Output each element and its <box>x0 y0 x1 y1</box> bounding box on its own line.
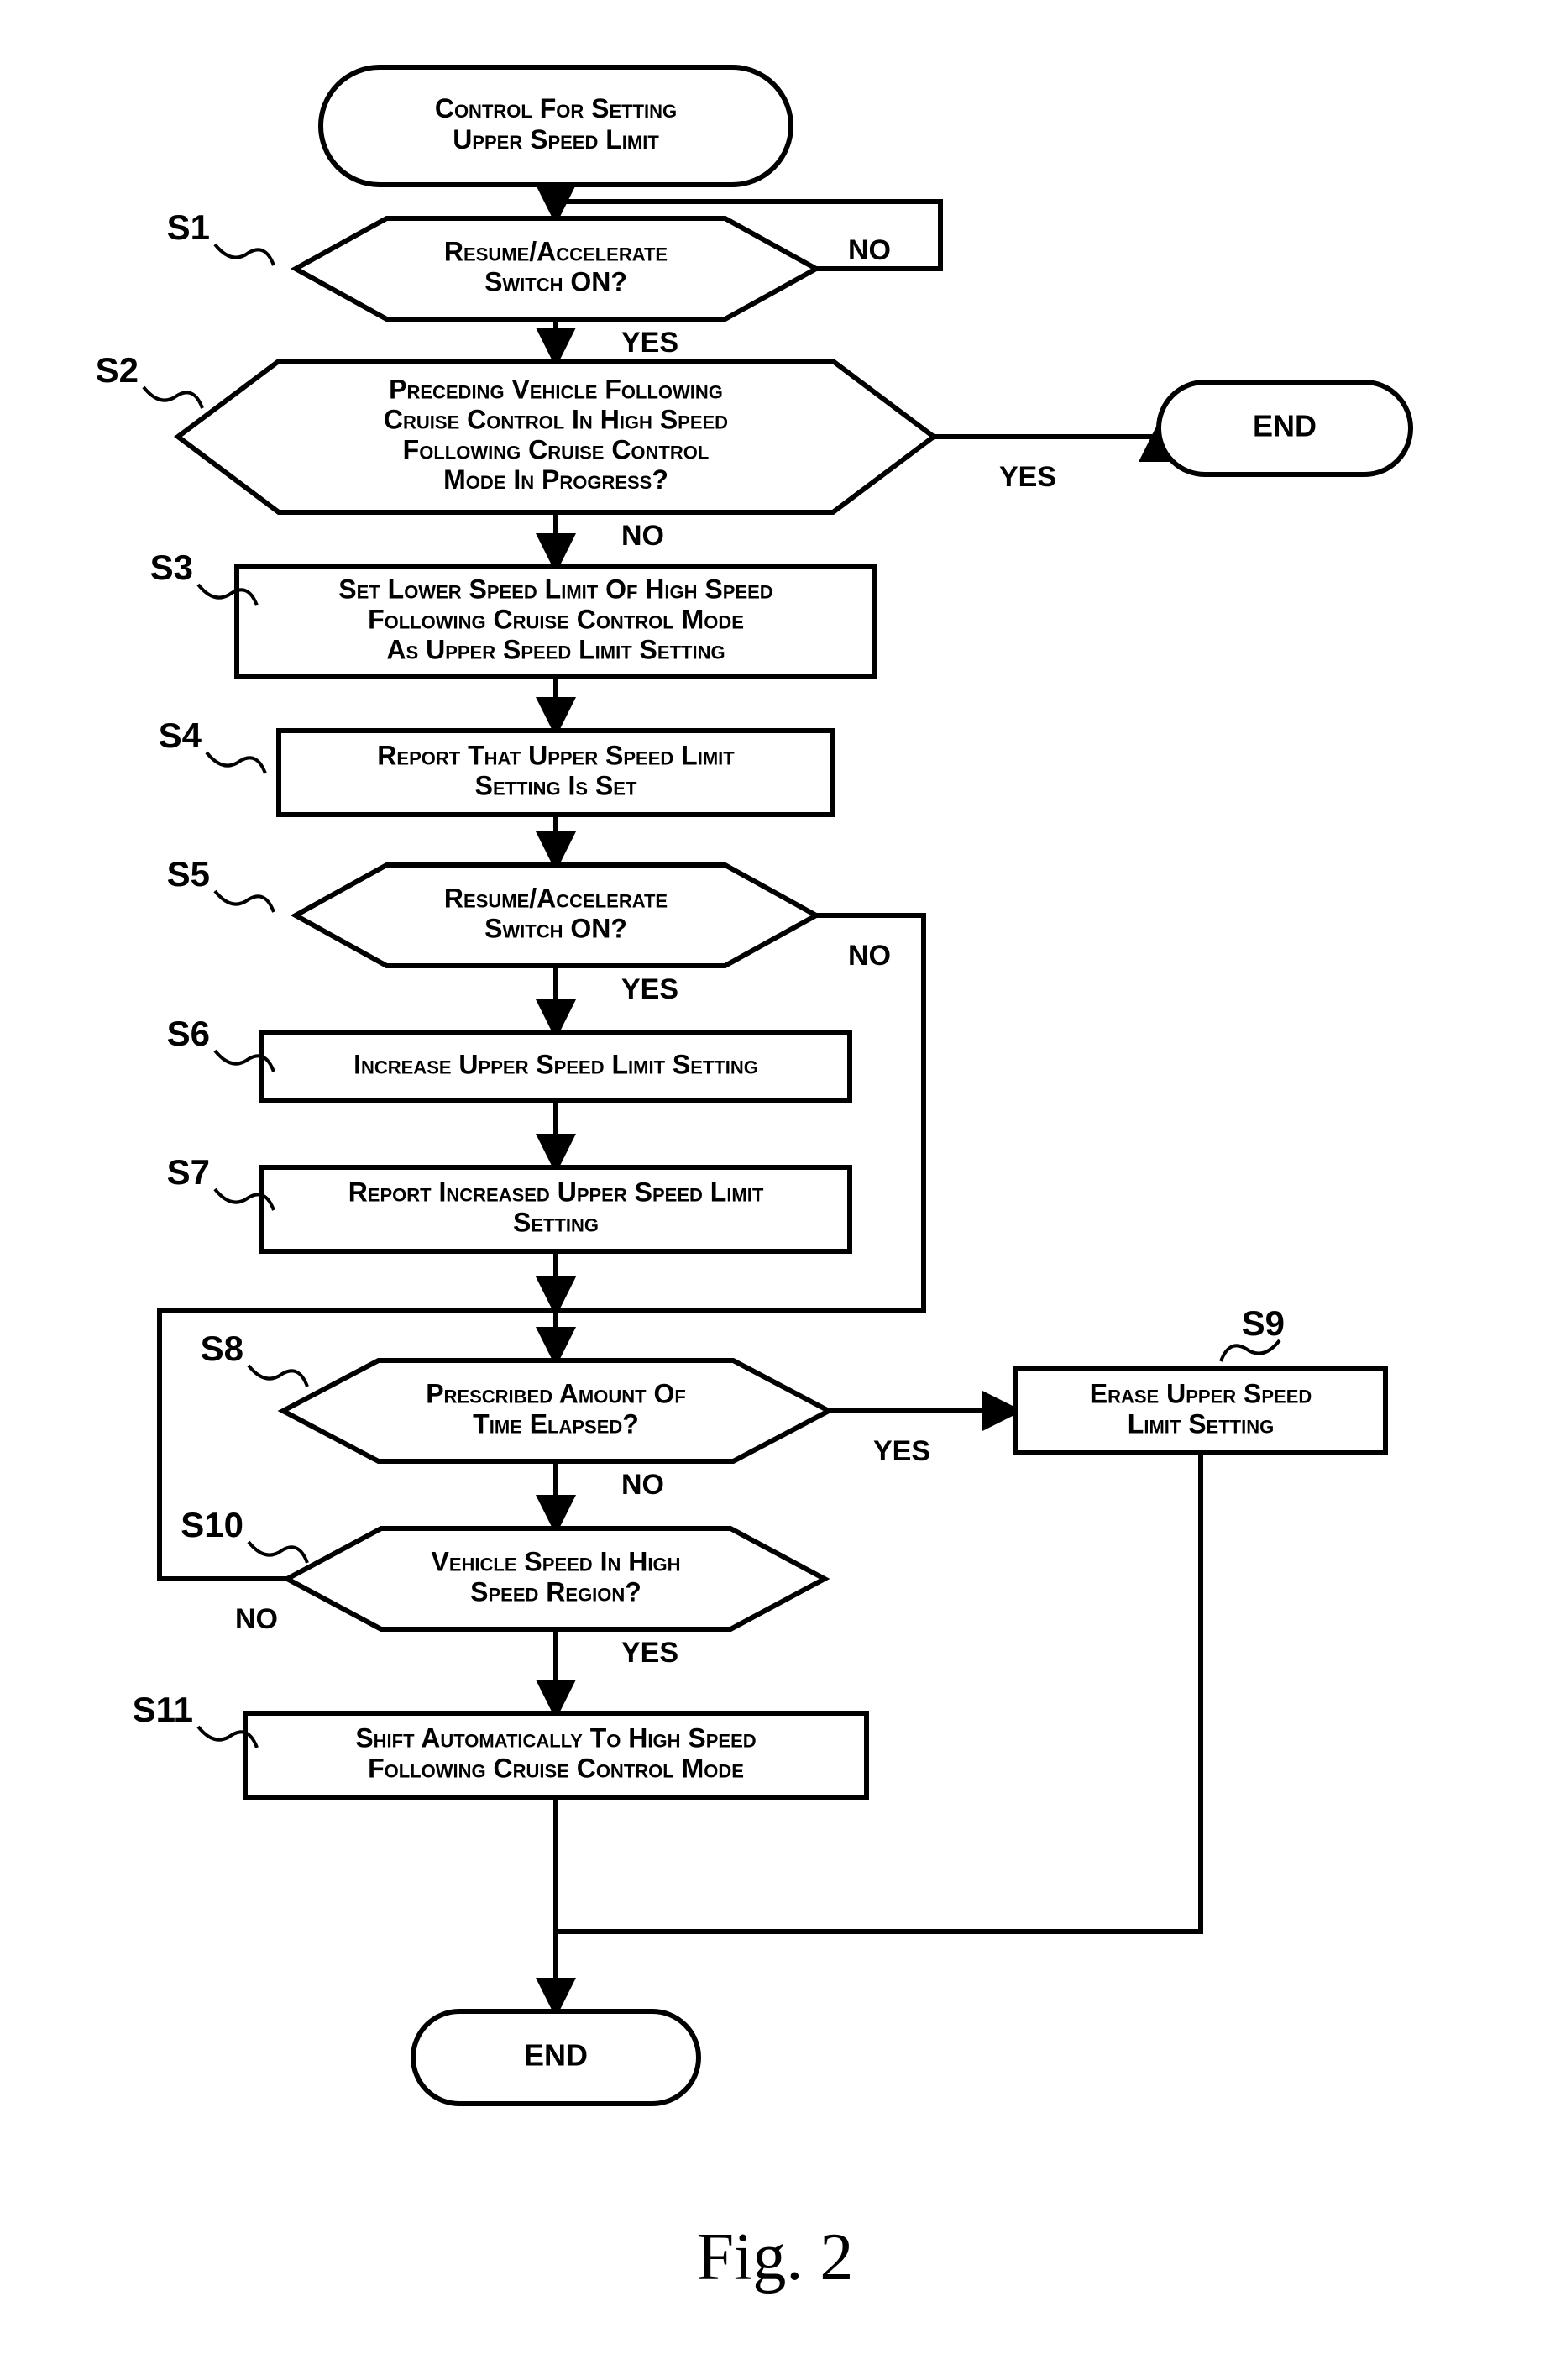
node-text: Report Increased Upper Speed Limit <box>348 1177 764 1208</box>
terminator-text: END <box>524 2038 588 2073</box>
branch-label: NO <box>621 520 664 552</box>
terminator-text: END <box>1253 409 1317 443</box>
branch-label: YES <box>873 1435 930 1467</box>
branch-label: YES <box>999 461 1056 493</box>
step-label: S7 <box>167 1152 210 1192</box>
node-text: Preceding Vehicle Following <box>389 375 723 405</box>
figure-label: Fig. 2 <box>697 2220 854 2294</box>
node-text: Cruise Control In High Speed <box>384 405 728 435</box>
node-text: As Upper Speed Limit Setting <box>386 634 725 664</box>
step-label: S5 <box>167 854 210 894</box>
step-leader <box>249 1542 307 1563</box>
node-text: Following Cruise Control Mode <box>368 604 744 634</box>
node-text: Following Cruise Control Mode <box>368 1753 744 1783</box>
branch-label: YES <box>621 1637 678 1669</box>
step-label: S6 <box>167 1014 210 1053</box>
terminator-text: Upper Speed Limit <box>453 124 659 155</box>
node-text: Erase Upper Speed <box>1090 1379 1312 1409</box>
node-text: Setting <box>513 1207 599 1237</box>
edge <box>934 428 1159 437</box>
step-leader <box>144 387 202 408</box>
step-leader <box>249 1366 307 1387</box>
node-text: Switch ON? <box>484 913 627 943</box>
node-text: Resume/Accelerate <box>444 237 668 267</box>
node-text: Limit Setting <box>1128 1408 1274 1439</box>
node-text: Time Elapsed? <box>473 1408 639 1439</box>
node-text: Report That Upper Speed Limit <box>377 741 735 771</box>
node-text: Prescribed Amount Of <box>426 1379 686 1409</box>
step-label: S11 <box>133 1690 193 1729</box>
node-text: Increase Upper Speed Limit Setting <box>353 1049 758 1079</box>
step-label: S10 <box>181 1505 243 1544</box>
node-text: Mode In Progress? <box>443 464 668 495</box>
step-leader <box>215 891 274 912</box>
step-label: S2 <box>96 350 139 390</box>
node-text: Vehicle Speed In High <box>432 1547 681 1577</box>
step-label: S9 <box>1242 1303 1285 1343</box>
node-text: Set Lower Speed Limit Of High Speed <box>338 574 772 605</box>
node-text: Shift Automatically To High Speed <box>355 1723 756 1754</box>
branch-label: YES <box>621 327 678 359</box>
node-text: Resume/Accelerate <box>444 883 668 914</box>
branch-label: NO <box>621 1469 664 1501</box>
edge <box>556 1453 1201 1932</box>
step-label: S1 <box>167 207 210 247</box>
step-leader <box>1221 1340 1280 1361</box>
step-leader <box>215 244 274 265</box>
step-label: S3 <box>150 548 193 587</box>
branch-label: YES <box>621 973 678 1005</box>
node-text: Switch ON? <box>484 266 627 296</box>
terminator-text: Control For Setting <box>435 93 677 123</box>
branch-label: NO <box>235 1603 278 1635</box>
step-leader <box>207 752 265 773</box>
node-text: Following Cruise Control <box>403 434 710 464</box>
node-text: Setting Is Set <box>475 770 637 800</box>
branch-label: NO <box>848 940 891 972</box>
step-label: S4 <box>159 716 202 755</box>
step-label: S8 <box>201 1329 243 1368</box>
node-text: Speed Region? <box>470 1576 641 1607</box>
branch-label: NO <box>848 234 891 266</box>
